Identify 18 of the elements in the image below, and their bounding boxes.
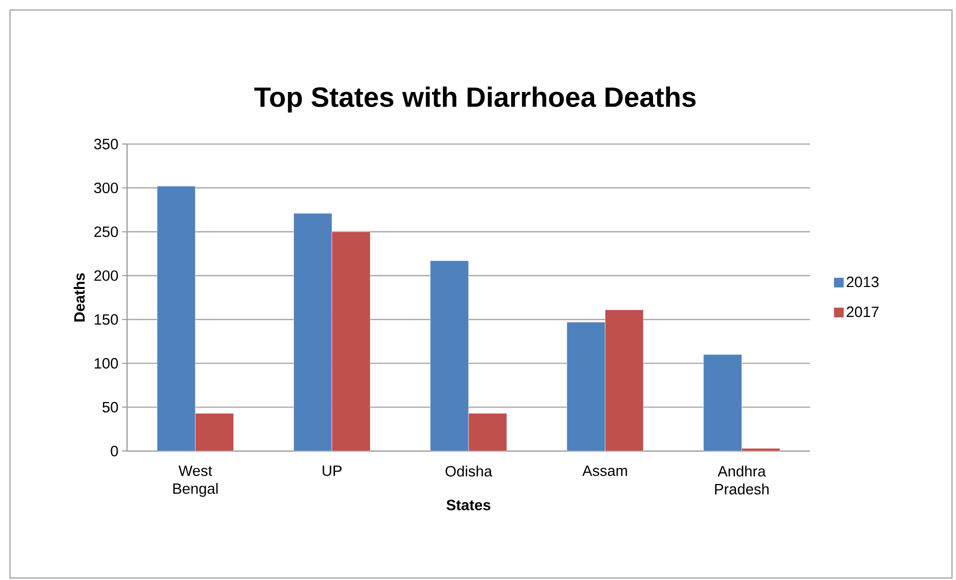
y-tick-label: 100 [94,358,118,369]
x-tick-label: Assam [582,466,627,476]
y-tick-label: 150 [94,314,118,325]
y-tick-label: 0 [110,446,118,456]
x-tick-label: Odisha [446,466,492,477]
y-tick-label: 300 [94,182,118,194]
legend-label: 2013 [846,276,879,288]
y-axis-title: Deaths [74,273,85,322]
x-tick-label: Andhra Pradesh [715,466,769,494]
y-tick-label: 350 [94,138,118,150]
x-tick-label: West Bengal [173,466,218,497]
x-axis-title: States [446,500,490,510]
y-tick-label: 250 [94,226,118,238]
legend-label: 2017 [846,306,878,318]
x-tick-label: UP [322,466,342,476]
y-tick-label: 50 [102,402,118,412]
y-tick-label: 200 [94,270,118,281]
chart-title: Top States with Diarrhoea Deaths [254,86,696,113]
